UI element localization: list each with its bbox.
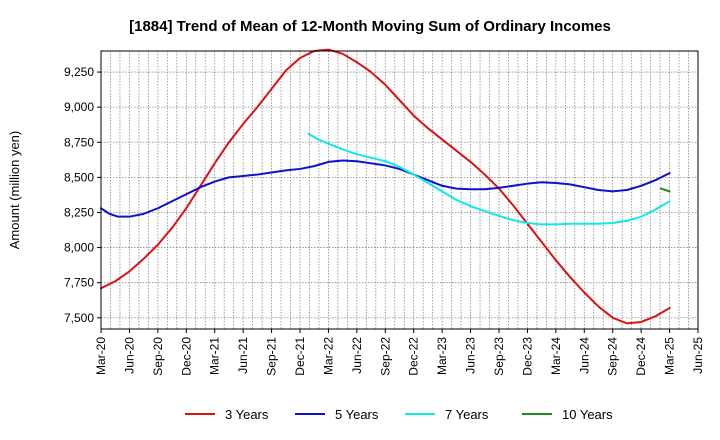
x-tick-label: Jun-21 (236, 337, 250, 374)
x-tick-label: Jun-22 (350, 337, 364, 374)
x-axis: Mar-20 Jun-20 Sep-20 Dec-20 Mar-21 Jun-21 Sep-… (94, 329, 705, 376)
y-tick-label: 9,000 (64, 100, 94, 114)
x-tick-label: Dec-21 (293, 337, 307, 376)
series-line-10-years (660, 187, 671, 193)
y-tick-label: 8,250 (64, 205, 94, 219)
x-tick-label: Mar-25 (663, 337, 677, 375)
x-tick-label: Dec-24 (634, 337, 648, 376)
x-tick-label: Dec-22 (407, 337, 421, 376)
legend-label: 7 Years (445, 407, 489, 422)
legend-label: 3 Years (225, 407, 269, 422)
y-axis: 7,500 7,750 8,000 8,250 8,500 8,750 9,000 9,250 (64, 65, 101, 325)
x-tick-label: Jun-25 (691, 337, 705, 374)
x-tick-label: Mar-22 (321, 337, 335, 375)
x-tick-label: Jun-24 (577, 337, 591, 374)
y-tick-label: 7,500 (64, 311, 94, 325)
y-tick-label: 8,000 (64, 241, 94, 255)
x-tick-label: Mar-21 (208, 337, 222, 375)
x-tick-label: Sep-20 (151, 337, 165, 376)
series-line-5-years (100, 159, 671, 218)
legend-label: 5 Years (335, 407, 379, 422)
x-tick-label: Sep-24 (606, 337, 620, 376)
y-axis-label: Amount (million yen) (7, 131, 22, 250)
x-tick-label: Dec-23 (520, 337, 534, 376)
y-tick-label: 9,250 (64, 65, 94, 79)
legend: 3 Years 5 Years 7 Years 10 Years (185, 407, 613, 422)
x-tick-label: Jun-20 (122, 337, 136, 374)
y-tick-label: 7,750 (64, 276, 94, 290)
x-tick-label: Mar-23 (435, 337, 449, 375)
series-line-3-years (100, 48, 671, 325)
x-tick-label: Mar-20 (94, 337, 108, 375)
series-lines (100, 48, 671, 325)
x-tick-label: Jun-23 (464, 337, 478, 374)
y-tick-label: 8,750 (64, 135, 94, 149)
series-line-7-years (307, 132, 671, 226)
legend-label: 10 Years (562, 407, 613, 422)
x-tick-label: Sep-21 (265, 337, 279, 376)
grid (100, 51, 699, 329)
x-tick-label: Sep-23 (492, 337, 506, 376)
x-tick-label: Dec-20 (179, 337, 193, 376)
y-tick-label: 8,500 (64, 170, 94, 184)
x-tick-label: Mar-24 (549, 337, 563, 375)
x-tick-label: Sep-22 (378, 337, 392, 376)
plot-frame (100, 50, 699, 330)
chart-title: [1884] Trend of Mean of 12-Month Moving … (129, 18, 611, 35)
